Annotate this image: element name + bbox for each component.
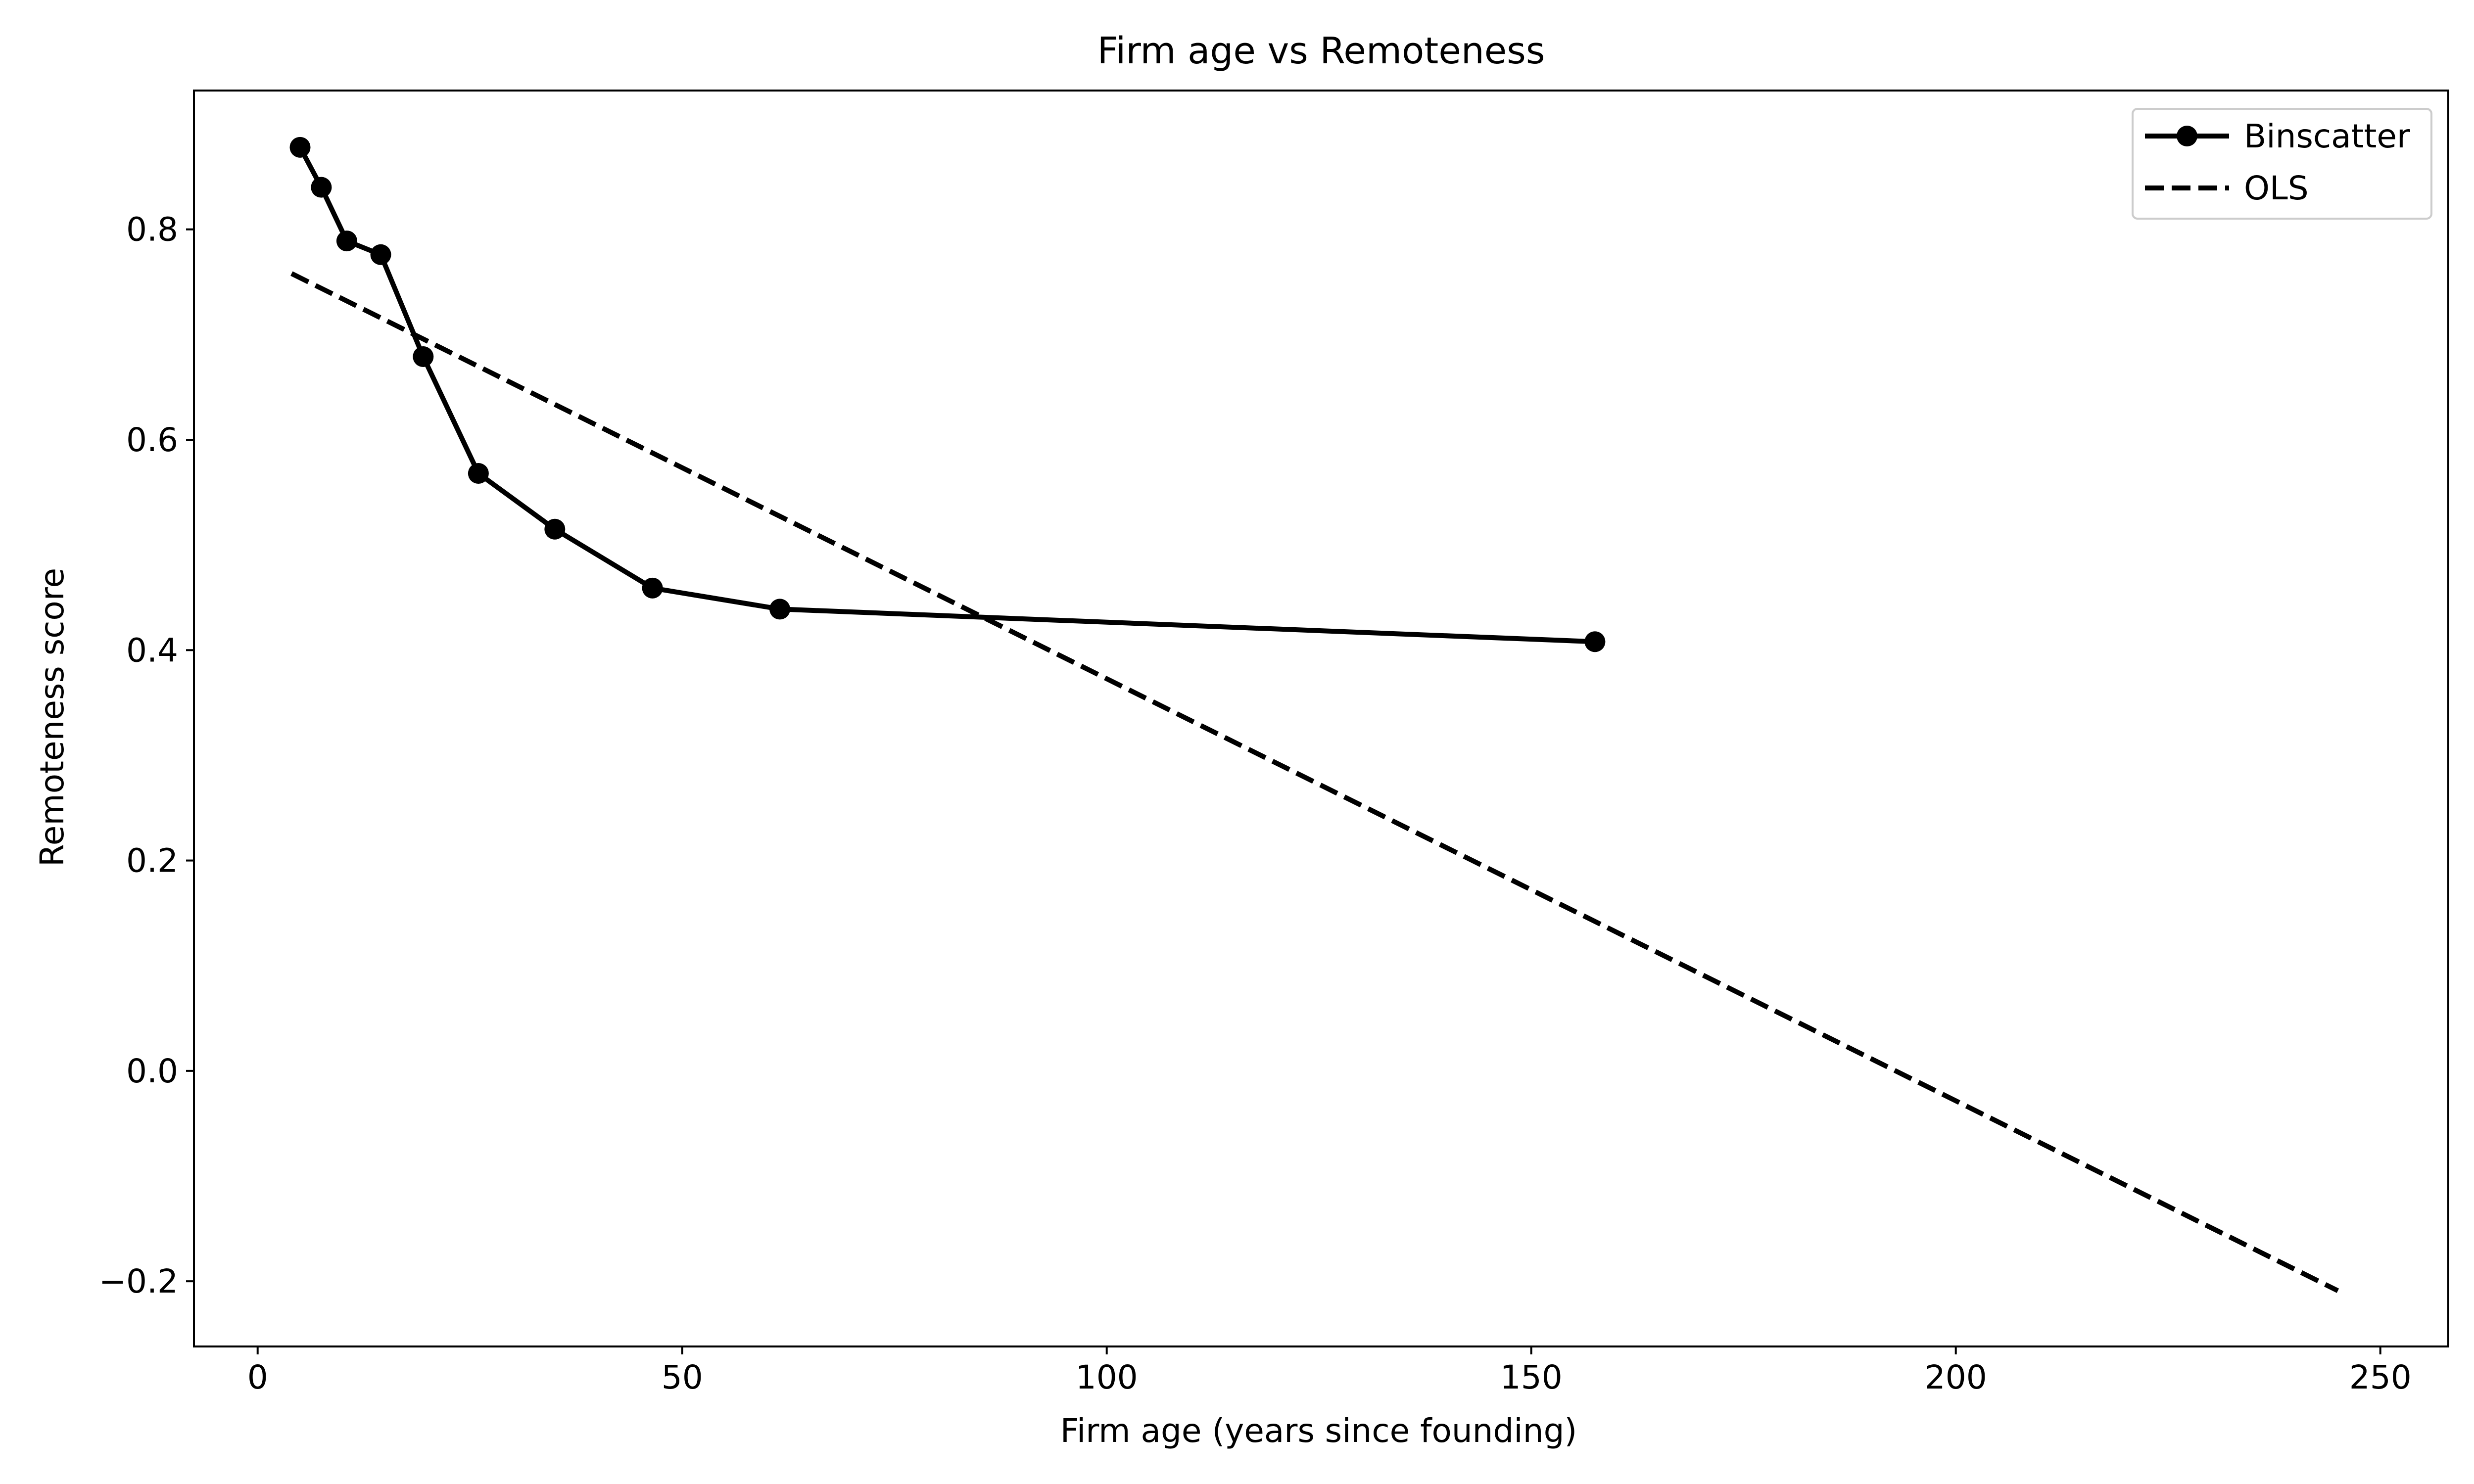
x-tick-label: 100 <box>1076 1358 1138 1396</box>
legend-label: OLS <box>2244 169 2309 207</box>
x-axis-label: Firm age (years since founding) <box>1060 1412 1577 1450</box>
data-point <box>468 463 489 484</box>
y-axis-label: Remoteness score <box>33 568 71 867</box>
x-tick-label: 150 <box>1500 1358 1563 1396</box>
axes-frame <box>193 90 2449 1347</box>
y-tick-label: 0.4 <box>126 631 178 669</box>
chart-title: Firm age vs Remoteness <box>1097 30 1545 72</box>
data-point <box>289 137 311 158</box>
legend-label: Binscatter <box>2244 117 2411 155</box>
data-point <box>336 231 357 252</box>
data-point <box>370 244 391 265</box>
y-tick-label: 0.2 <box>126 842 178 880</box>
legend: Binscatter OLS <box>2132 108 2432 220</box>
y-axis: −0.2 0.0 0.2 0.4 0.6 0.8 <box>99 211 194 1300</box>
x-tick-label: 0 <box>247 1358 268 1396</box>
x-tick-label: 250 <box>2349 1358 2412 1396</box>
data-point <box>544 518 566 540</box>
data-point <box>413 346 434 367</box>
series-line-binscatter <box>298 146 1595 645</box>
data-point <box>769 599 791 620</box>
x-tick-label: 50 <box>662 1358 703 1396</box>
data-point <box>1584 631 1606 652</box>
y-tick-label: 0.8 <box>126 211 178 249</box>
plot-area <box>289 137 2339 1293</box>
x-tick-label: 200 <box>1925 1358 1987 1396</box>
y-tick-label: 0.6 <box>126 421 178 459</box>
x-axis: 0 50 100 150 200 250 <box>247 1346 2412 1396</box>
legend-marker <box>2177 126 2197 146</box>
data-point <box>311 177 332 198</box>
y-tick-label: −0.2 <box>99 1262 178 1300</box>
y-tick-label: 0.0 <box>126 1052 178 1090</box>
series-line-ols <box>290 271 2339 1293</box>
data-point <box>642 577 663 599</box>
